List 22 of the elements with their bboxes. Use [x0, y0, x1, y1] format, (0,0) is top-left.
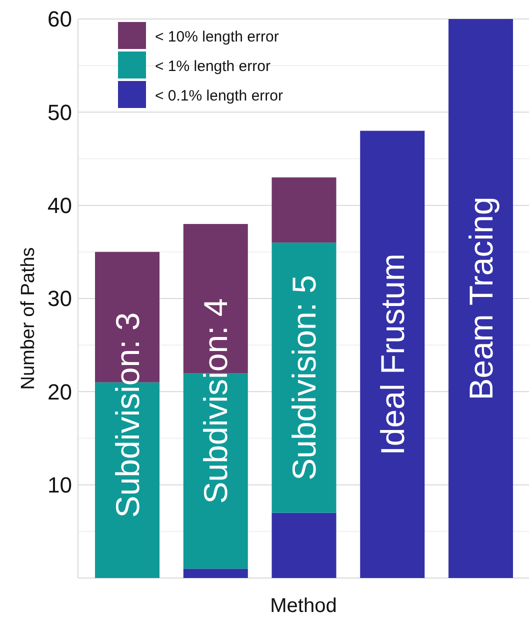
y-tick-label: 30: [48, 286, 72, 312]
y-tick-label: 40: [48, 193, 72, 218]
x-axis-title: Method: [270, 595, 337, 617]
y-tick-label: 60: [48, 6, 72, 32]
bar: [272, 512, 336, 578]
x-tick-label: Subdivision: 4: [197, 298, 234, 504]
x-tick-label: Beam Tracing: [462, 196, 500, 400]
legend-label: < 1% length error: [155, 58, 270, 75]
x-tick-label: Subdivision: 3: [108, 312, 146, 518]
x-tick-label: Ideal Frustum: [374, 254, 411, 456]
x-tick-label: Subdivision: 5: [286, 274, 323, 480]
bar: [272, 177, 336, 243]
bar: [272, 242, 336, 513]
y-tick-label: 20: [48, 379, 72, 404]
y-tick-label: 10: [48, 472, 72, 498]
bar: [360, 130, 425, 578]
bar: [183, 568, 248, 578]
y-axis-title: Number of Paths: [18, 247, 39, 390]
y-tick-label: 50: [48, 100, 72, 125]
bar: [448, 19, 513, 578]
legend-label: < 0.1% length error: [155, 87, 283, 104]
legend-label: < 10% length error: [155, 28, 279, 46]
